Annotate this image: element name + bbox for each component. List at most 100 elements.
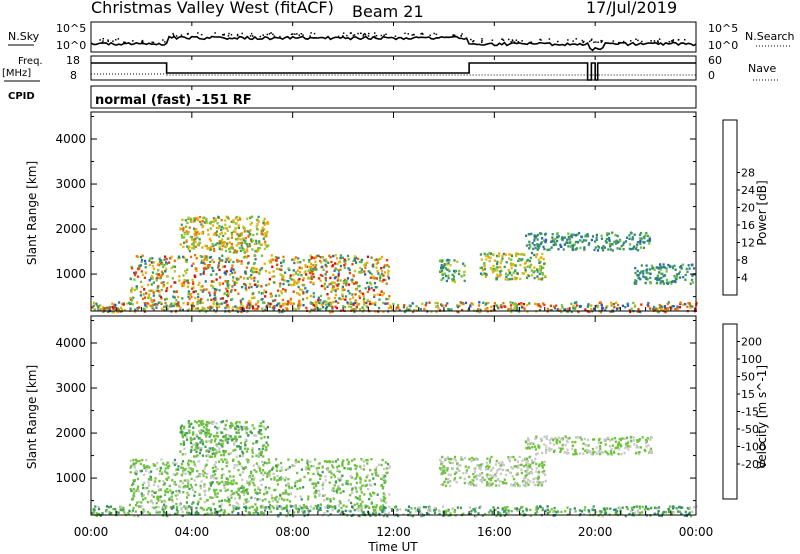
data-cell xyxy=(182,443,185,446)
data-cell xyxy=(294,271,298,274)
data-cell xyxy=(204,445,207,448)
data-cell xyxy=(190,460,193,463)
data-cell xyxy=(139,280,143,284)
data-cell xyxy=(637,446,640,449)
data-cell xyxy=(235,222,238,225)
data-cell xyxy=(267,443,270,447)
station-title: Christmas Valley West (fitACF) xyxy=(91,0,334,17)
data-cell xyxy=(376,270,379,273)
data-cell xyxy=(313,491,316,495)
data-cell xyxy=(138,264,141,267)
data-cell xyxy=(157,505,160,509)
data-cell xyxy=(556,239,559,243)
data-cell xyxy=(195,510,198,513)
data-cell xyxy=(488,259,491,263)
data-cell xyxy=(250,480,253,483)
data-cell xyxy=(351,505,354,508)
data-cell xyxy=(302,486,305,489)
data-cell xyxy=(583,247,586,250)
data-cell xyxy=(680,512,683,516)
data-cell xyxy=(362,468,366,471)
data-cell xyxy=(191,243,194,246)
data-cell xyxy=(212,420,215,423)
data-cell xyxy=(210,482,213,485)
data-cell xyxy=(220,231,223,234)
data-cell xyxy=(350,488,354,492)
search-noise-point xyxy=(595,41,597,43)
data-cell xyxy=(316,301,319,304)
data-cell xyxy=(372,302,375,305)
data-cell xyxy=(196,454,199,457)
data-cell xyxy=(164,467,167,470)
data-cell xyxy=(364,484,368,488)
data-cell xyxy=(311,256,314,259)
data-cell xyxy=(119,306,123,309)
data-cell xyxy=(467,309,470,312)
data-cell xyxy=(248,233,251,236)
data-cell xyxy=(235,251,238,254)
data-cell xyxy=(333,296,336,300)
data-cell xyxy=(348,268,351,272)
data-cell xyxy=(380,255,384,259)
data-cell xyxy=(228,260,231,264)
data-cell xyxy=(317,472,320,475)
data-cell xyxy=(147,481,150,484)
data-cell xyxy=(544,274,547,278)
data-cell xyxy=(250,297,254,300)
data-cell xyxy=(193,455,196,458)
data-cell xyxy=(671,280,675,283)
data-cell xyxy=(284,289,287,292)
search-noise-point xyxy=(367,35,370,37)
data-cell xyxy=(187,462,190,465)
data-cell xyxy=(535,467,538,470)
data-cell xyxy=(636,509,639,512)
data-cell xyxy=(453,472,457,476)
data-cell xyxy=(184,467,187,471)
data-cell xyxy=(156,467,159,471)
data-cell xyxy=(561,438,564,441)
data-cell xyxy=(483,267,486,271)
data-cell xyxy=(592,451,595,454)
data-cell xyxy=(289,297,292,301)
data-cell xyxy=(686,305,689,309)
data-cell xyxy=(524,469,527,473)
data-cell xyxy=(672,507,675,510)
data-cell xyxy=(151,264,154,268)
data-cell xyxy=(387,272,390,275)
search-noise-point xyxy=(521,40,523,42)
data-cell xyxy=(191,502,194,506)
data-cell xyxy=(360,505,363,508)
data-cell xyxy=(182,281,186,284)
data-cell xyxy=(404,310,407,314)
data-cell xyxy=(225,300,228,303)
data-cell xyxy=(566,506,569,509)
data-cell xyxy=(310,308,313,312)
data-cell xyxy=(178,491,181,494)
nave-tick-top: 60 xyxy=(708,54,722,67)
data-cell xyxy=(492,506,495,509)
data-cell xyxy=(187,466,190,469)
data-cell xyxy=(463,481,466,485)
data-cell xyxy=(211,284,214,288)
data-cell xyxy=(382,504,385,507)
data-cell xyxy=(164,490,167,494)
data-cell xyxy=(523,306,526,310)
data-cell xyxy=(538,261,541,264)
data-cell xyxy=(530,269,533,272)
search-noise-point xyxy=(657,41,659,44)
data-cell xyxy=(231,247,234,250)
data-cell xyxy=(160,302,163,305)
data-cell xyxy=(449,264,452,267)
data-cell xyxy=(263,444,266,447)
data-cell xyxy=(485,302,488,305)
search-noise-point xyxy=(227,35,230,37)
data-cell xyxy=(139,290,142,294)
data-cell xyxy=(138,306,141,309)
data-cell xyxy=(280,461,283,465)
data-cell xyxy=(629,231,632,234)
data-cell xyxy=(180,424,183,427)
data-cell xyxy=(329,303,332,306)
data-cell xyxy=(549,304,552,307)
data-cell xyxy=(196,307,199,310)
data-cell xyxy=(97,305,100,308)
